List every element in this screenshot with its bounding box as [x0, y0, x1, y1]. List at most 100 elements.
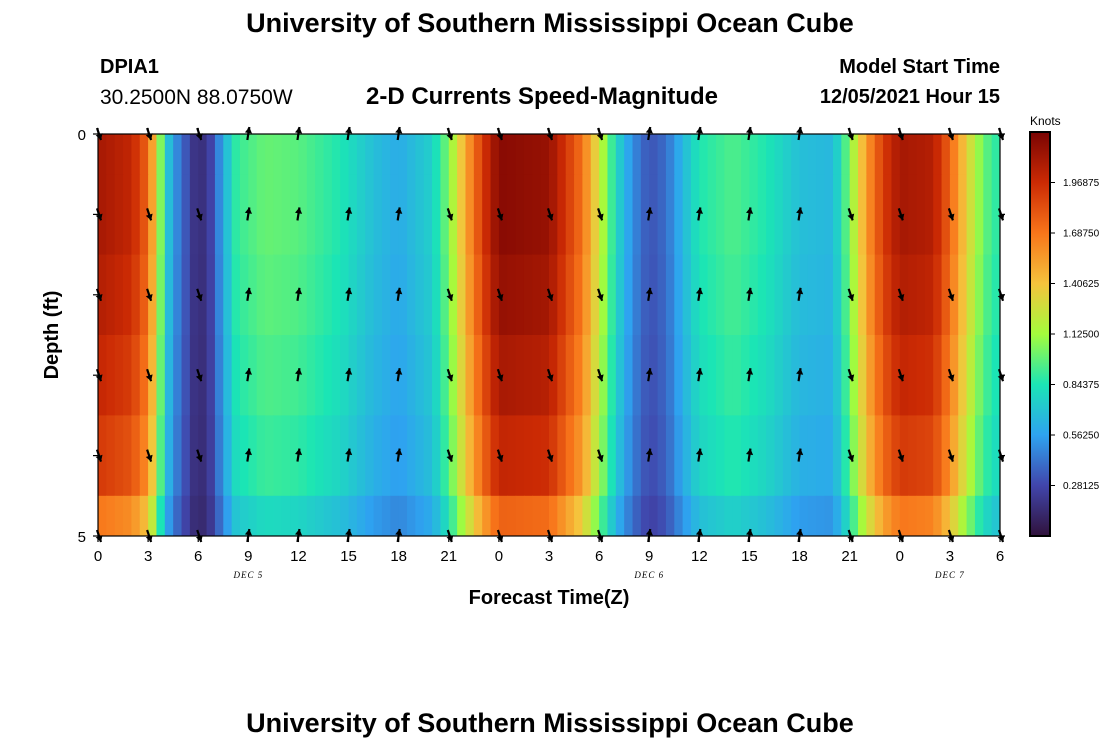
arrow-head [695, 287, 703, 295]
heatmap-cell [974, 254, 984, 336]
heatmap-cell [891, 254, 901, 336]
heatmap-cell [356, 495, 366, 536]
heatmap-cell [590, 134, 600, 175]
heatmap-cell [490, 254, 500, 336]
heatmap-cell [482, 254, 492, 336]
heatmap-cell [941, 495, 951, 536]
arrow-head [295, 207, 303, 214]
current-arrow [847, 288, 855, 302]
arrow-head [496, 454, 504, 462]
heatmap-cell [181, 495, 191, 536]
heatmap-cell [807, 415, 817, 497]
current-arrow [496, 449, 504, 462]
heatmap-cell [816, 134, 826, 175]
arrow-head [496, 374, 504, 382]
heatmap-cell [816, 335, 826, 416]
heatmap-cell [966, 495, 976, 536]
heatmap-cell [682, 335, 692, 416]
heatmap-cell [690, 335, 700, 416]
heatmap-cell [582, 254, 592, 336]
arrow-head [546, 374, 554, 382]
current-arrow [596, 208, 604, 221]
heatmap-cell [381, 254, 391, 336]
heatmap-cell [816, 174, 826, 256]
heatmap-cell [390, 335, 400, 416]
heatmap-cell [966, 254, 976, 336]
heatmap-cell [757, 254, 767, 336]
heatmap-cell [916, 335, 926, 416]
heatmap-cell [824, 495, 834, 536]
arrow-head [947, 294, 955, 301]
heatmap-cell [766, 415, 776, 497]
arrow-head [395, 207, 403, 214]
heatmap-cell [381, 415, 391, 497]
heatmap-cell [799, 134, 809, 175]
heatmap-cell [156, 174, 166, 256]
heatmap-cell [883, 254, 893, 336]
heatmap-cell [156, 495, 166, 536]
heatmap-cell [139, 415, 149, 497]
heatmap-cell [256, 174, 266, 256]
heatmap-cell [549, 254, 558, 336]
heatmap-cell [549, 335, 558, 416]
heatmap-cell [891, 174, 901, 256]
heatmap-cell [766, 174, 776, 256]
heatmap-cell [941, 134, 951, 175]
heatmap-cell [757, 495, 767, 536]
heatmap-cell [807, 495, 817, 536]
heatmap-cell [991, 335, 1000, 416]
heatmap-cell [624, 495, 634, 536]
arrow-head [145, 294, 153, 301]
heatmap-cell [181, 254, 191, 336]
x-tick-label: 0 [495, 548, 503, 565]
arrow-head [546, 454, 554, 462]
heatmap-cell [741, 174, 751, 256]
heatmap-cell [465, 134, 475, 175]
heatmap-cell [766, 134, 776, 175]
heatmap-cell [331, 415, 341, 497]
heatmap-cell [832, 254, 842, 336]
heatmap-cell [473, 335, 483, 416]
heatmap-cell [624, 335, 634, 416]
arrow-head [145, 535, 153, 542]
heatmap-cell [741, 254, 751, 336]
y-axis-label: Depth (ft) [41, 291, 63, 380]
heatmap-cell [549, 415, 558, 497]
heatmap-cell [858, 335, 867, 416]
heatmap-cell [206, 335, 216, 416]
heatmap-cell [123, 134, 133, 175]
heatmap-cell [657, 134, 667, 175]
heatmap-cell [590, 254, 600, 336]
heatmap-cell [958, 134, 968, 175]
heatmap-cell [290, 335, 300, 416]
heatmap-cell [941, 335, 951, 416]
heatmap-cell [749, 335, 759, 416]
heatmap-cell [916, 134, 926, 175]
arrow-head [345, 448, 353, 456]
heatmap-cell [423, 134, 433, 175]
heatmap-cell [290, 495, 300, 536]
arrow-head [847, 213, 855, 221]
heatmap-cell [949, 495, 959, 536]
heatmap-cell [599, 174, 609, 256]
heatmap-cell [565, 254, 575, 336]
heatmap-cell [315, 415, 325, 497]
heatmap-cell [423, 254, 433, 336]
heatmap-cell [874, 335, 884, 416]
current-arrow [195, 449, 203, 462]
heatmap-cell [858, 495, 867, 536]
arrow-head [796, 529, 804, 536]
arrow-head [596, 294, 604, 301]
heatmap-cell [540, 174, 550, 256]
heatmap-cell [632, 174, 642, 256]
heatmap-cell [331, 134, 341, 175]
heatmap-cell [432, 495, 442, 536]
heatmap-cell [699, 174, 709, 256]
heatmap-cell [883, 174, 893, 256]
arrow-head [645, 448, 653, 456]
heatmap-cell [849, 335, 859, 416]
arrow-head [847, 454, 855, 462]
heatmap-cell [223, 415, 233, 497]
heatmap-cell [432, 335, 442, 416]
heatmap-cell [106, 335, 116, 416]
